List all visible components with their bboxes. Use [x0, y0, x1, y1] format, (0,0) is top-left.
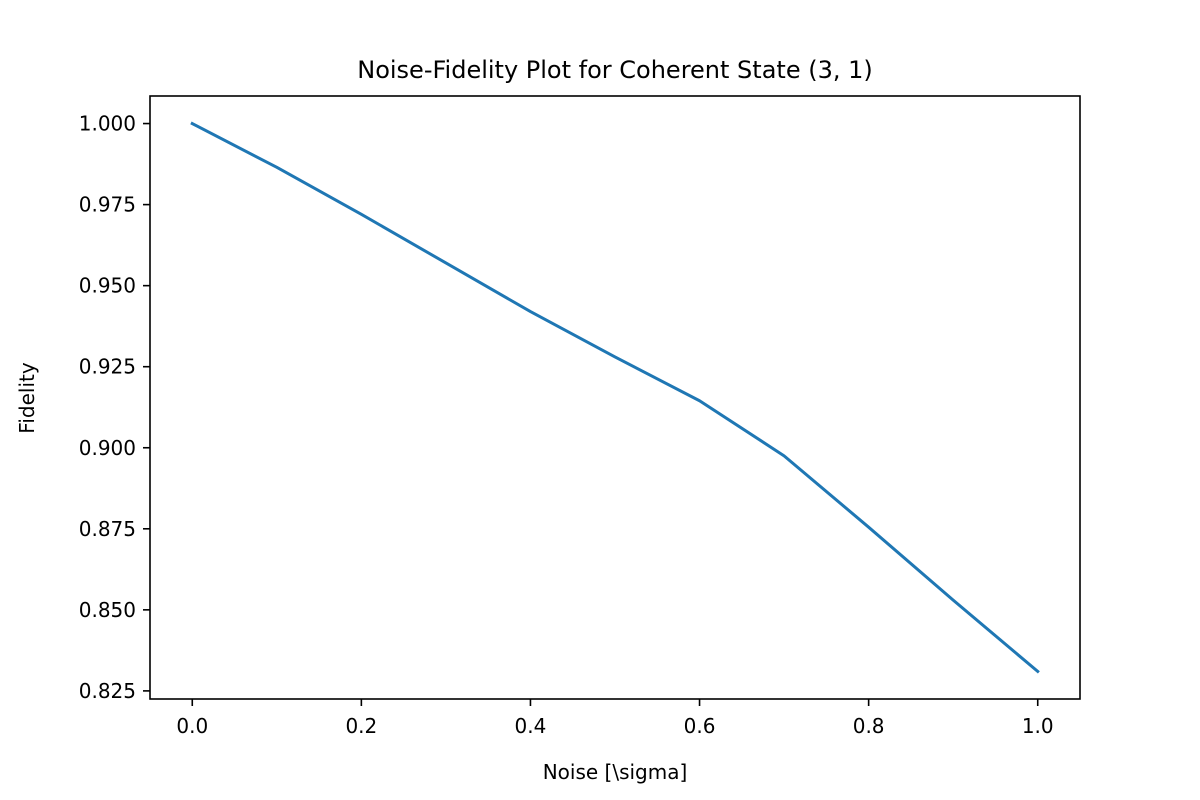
y-tick-label: 0.975 — [79, 193, 136, 217]
x-tick-label: 0.4 — [515, 714, 547, 738]
y-tick-label: 0.875 — [79, 517, 136, 541]
x-axis-ticks: 0.0 0.2 0.4 0.6 0.8 1.0 — [176, 699, 1054, 738]
y-tick-label: 0.925 — [79, 355, 136, 379]
series-layer — [190, 121, 1040, 674]
series-line-0 — [190, 121, 1040, 674]
x-axis-label: Noise [\sigma] — [543, 760, 688, 784]
chart-title: Noise-Fidelity Plot for Coherent State (… — [357, 56, 872, 84]
y-tick-label: 0.900 — [79, 436, 136, 460]
axes-frame — [149, 95, 1081, 700]
y-tick-label: 0.825 — [79, 679, 136, 703]
x-tick-label: 0.2 — [345, 714, 377, 738]
x-tick-label: 0.0 — [176, 714, 208, 738]
y-axis-ticks: 0.825 0.850 0.875 0.900 0.925 0.950 0.975 1.000 — [79, 112, 150, 703]
y-tick-label: 0.850 — [79, 598, 136, 622]
x-tick-label: 1.0 — [1022, 714, 1054, 738]
y-axis-label: Fidelity — [15, 362, 39, 434]
y-tick-label: 0.950 — [79, 274, 136, 298]
x-tick-label: 0.8 — [853, 714, 885, 738]
x-tick-label: 0.6 — [684, 714, 716, 738]
plot-area: 0.0 0.2 0.4 0.6 0.8 1.0 0.8250.8500.8750.9000… — [79, 95, 1081, 738]
y-tick-label: 1.000 — [79, 112, 136, 136]
